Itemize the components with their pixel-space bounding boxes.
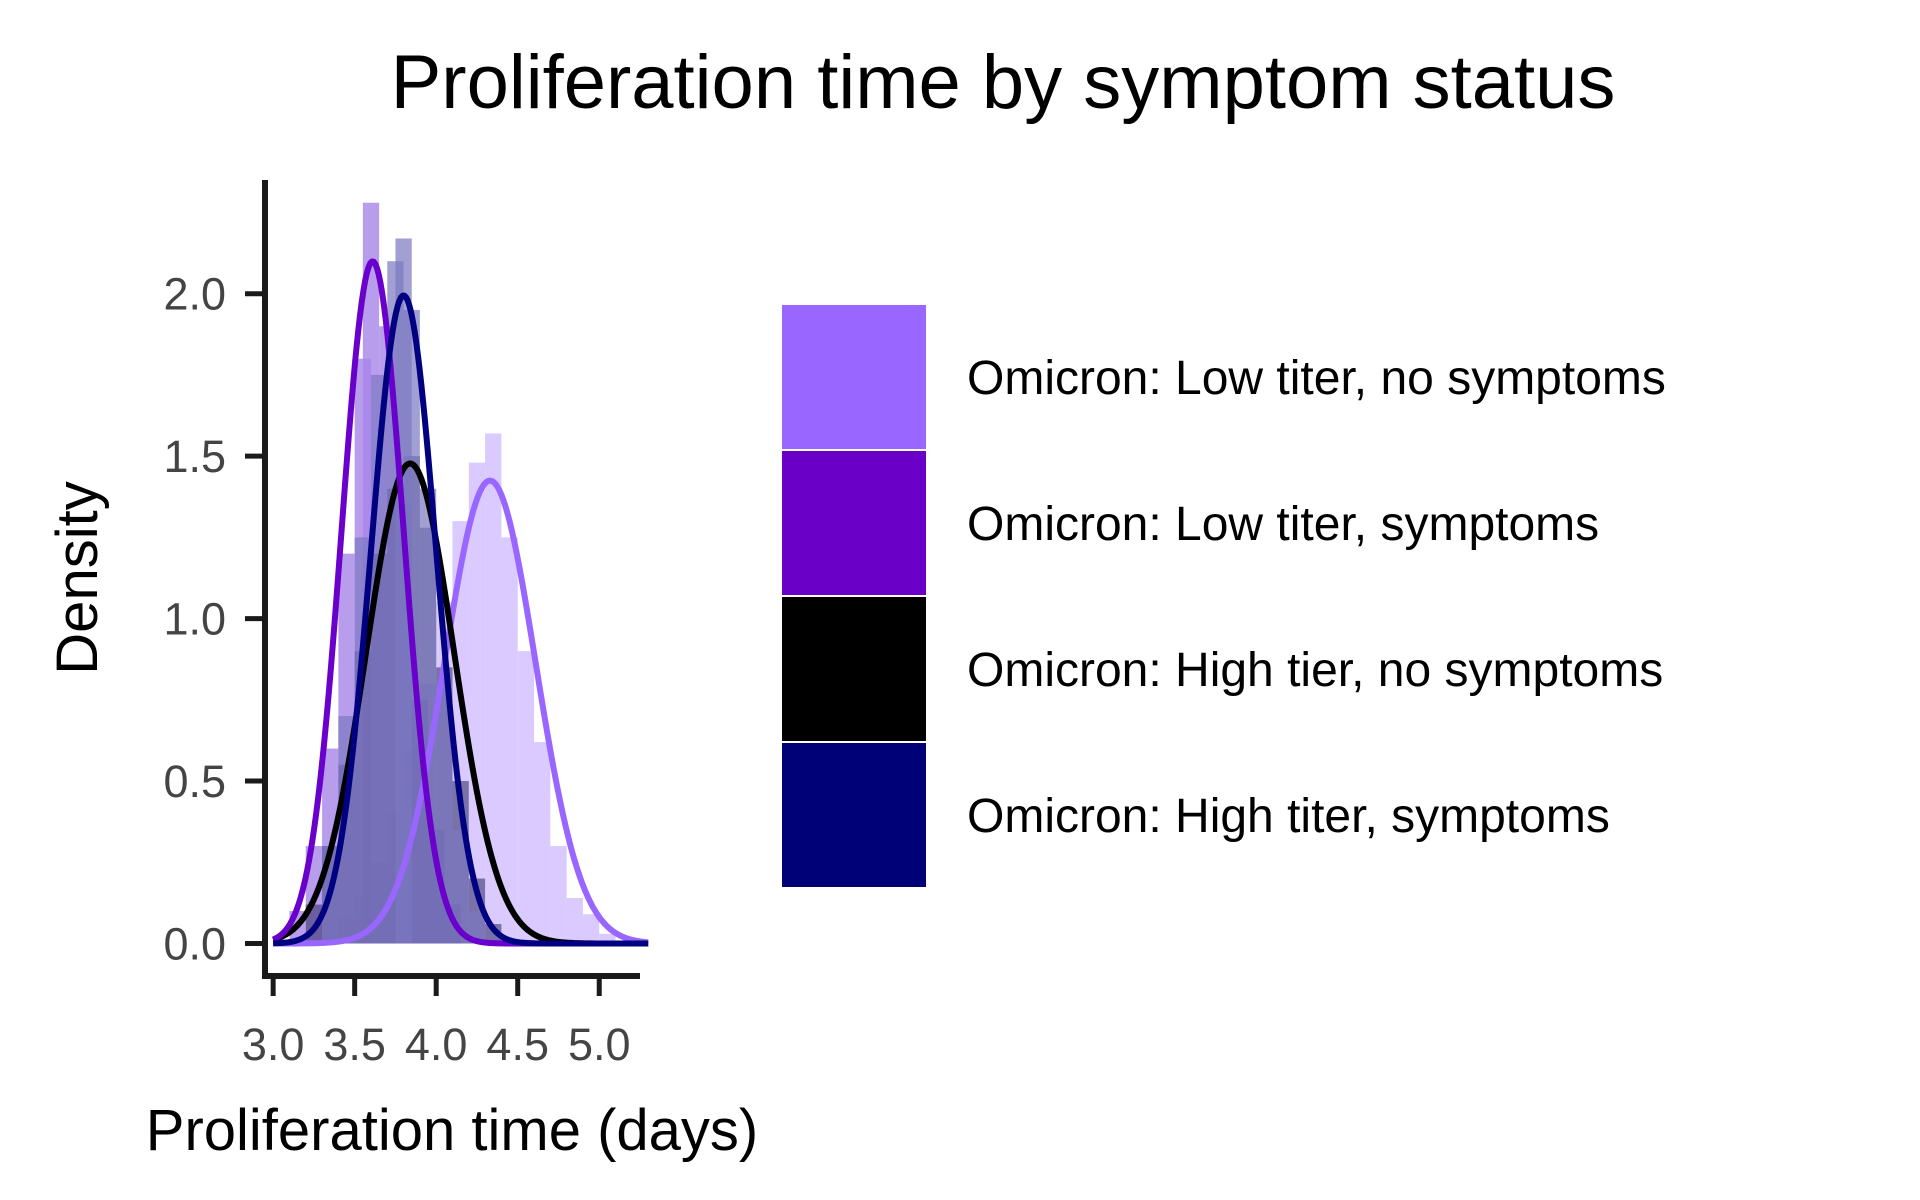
- histogram-bar-omicron-low-titer-no-symptoms-14: [550, 846, 567, 944]
- x-tick-label: 3.0: [242, 1019, 305, 1070]
- histogram-bar-omicron-low-titer-no-symptoms-10: [485, 433, 502, 944]
- x-tick-label: 5.0: [568, 1019, 631, 1070]
- x-tick-label: 4.5: [486, 1019, 549, 1070]
- legend-label-omicron-high-tier-no-symptoms: Omicron: High tier, no symptoms: [967, 644, 1663, 697]
- y-tick-label: 1.0: [163, 594, 226, 645]
- legend-key-omicron-low-titer-no-symptoms: [782, 305, 926, 449]
- legend-label-omicron-low-titer-symptoms: Omicron: Low titer, symptoms: [967, 498, 1599, 551]
- x-tick-label: 4.0: [405, 1019, 468, 1070]
- y-axis-ticks: 0.0 0.5 1.0 1.5 2.0: [163, 269, 265, 970]
- histogram-bar-omicron-high-titer-symptoms-10: [468, 911, 486, 944]
- legend: Omicron: Low titer, no symptoms Omicron: …: [782, 305, 1666, 887]
- histogram-bar-omicron-low-titer-no-symptoms-15: [566, 898, 583, 944]
- x-tick-label: 3.5: [323, 1019, 386, 1070]
- legend-key-omicron-high-titer-symptoms: [782, 743, 926, 887]
- histogram-bar-omicron-low-titer-no-symptoms-16: [582, 914, 600, 944]
- density-curve-omicron-low-titer-no-symptoms: [271, 477, 650, 947]
- density-curve-omicron-high-titer-symptoms: [271, 292, 650, 947]
- density-curve-layer: [271, 258, 650, 947]
- y-tick-label: 0.0: [163, 919, 226, 970]
- histogram-bar-omicron-low-titer-no-symptoms-13: [534, 742, 551, 944]
- legend-key-omicron-high-tier-no-symptoms: [782, 597, 926, 741]
- legend-label-omicron-low-titer-no-symptoms: Omicron: Low titer, no symptoms: [967, 352, 1666, 405]
- chart-title: Proliferation time by symptom status: [391, 40, 1616, 125]
- histogram-bar-omicron-high-titer-symptoms-9: [452, 829, 469, 944]
- histogram-bar-omicron-low-titer-no-symptoms-17: [599, 933, 616, 944]
- y-tick-label: 2.0: [163, 269, 226, 320]
- x-axis-title: Proliferation time (days): [146, 1098, 758, 1163]
- histogram-bar-omicron-low-titer-no-symptoms-11: [501, 537, 518, 944]
- plot-area: [271, 202, 650, 947]
- y-tick-label: 1.5: [163, 431, 226, 482]
- y-axis-title: Density: [45, 481, 110, 674]
- x-axis-ticks: 3.0 3.5 4.0 4.5 5.0: [242, 976, 631, 1070]
- histogram-bar-omicron-low-titer-no-symptoms-12: [517, 651, 535, 944]
- legend-label-omicron-high-titer-symptoms: Omicron: High titer, symptoms: [967, 790, 1610, 843]
- y-tick-label: 0.5: [163, 756, 226, 807]
- legend-key-omicron-low-titer-symptoms: [782, 451, 926, 595]
